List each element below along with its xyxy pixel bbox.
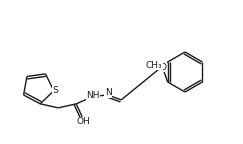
- Text: NH: NH: [87, 91, 100, 100]
- Text: O: O: [159, 62, 166, 72]
- Text: CH₃: CH₃: [146, 60, 162, 70]
- Text: OH: OH: [76, 117, 90, 126]
- Text: N: N: [105, 88, 112, 97]
- Text: S: S: [52, 86, 58, 95]
